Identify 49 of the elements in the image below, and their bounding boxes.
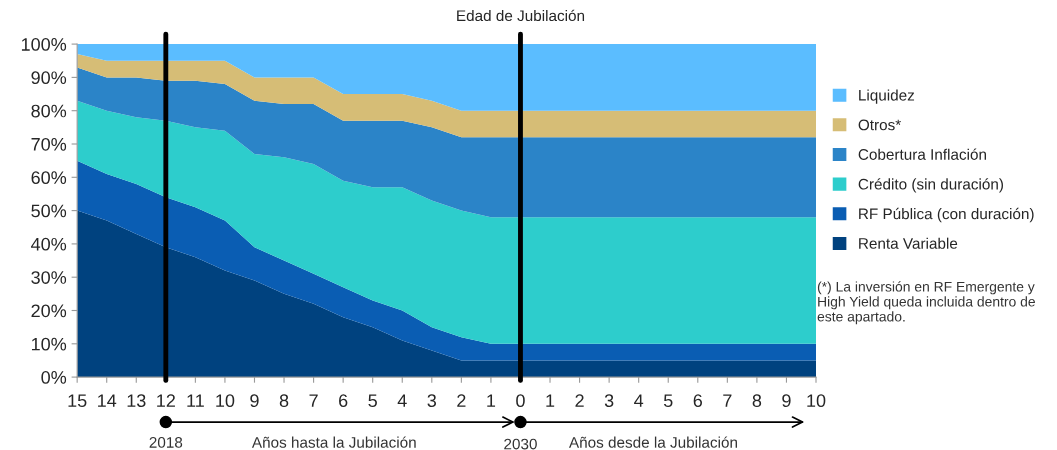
x-tick-label: 2 <box>575 394 584 407</box>
x-tick-label: 9 <box>250 394 259 408</box>
x-tick-label: 2 <box>457 394 466 407</box>
legend-label: Cobertura Inflación <box>858 148 986 160</box>
text: Años hasta la Jubilación <box>251 436 416 448</box>
y-tick-label: 30% <box>31 271 67 284</box>
legend-label: RF Pública (con duración) <box>859 207 1034 223</box>
x-tick-label: 4 <box>634 394 644 407</box>
x-tick-label: 7 <box>309 394 318 407</box>
x-tick-label: 6 <box>693 394 703 408</box>
y-tick-label: 80% <box>31 104 67 118</box>
x-tick-label: 6 <box>339 394 348 408</box>
x-tick-label: 5 <box>663 394 673 408</box>
x-tick-label: 10 <box>807 394 826 408</box>
x-tick-label: 12 <box>157 394 175 407</box>
x-tick-label: 13 <box>127 394 146 408</box>
x-tick-label: 5 <box>368 394 377 408</box>
x-tick-label: 8 <box>752 394 762 408</box>
x-tick-label: 15 <box>68 394 87 408</box>
legend-label: Otros* <box>858 119 901 131</box>
y-tick-label: 100% <box>21 38 67 51</box>
legend-label: Crédito (sin duración) <box>858 178 1003 193</box>
x-tick-label: 3 <box>604 394 614 408</box>
y-tick-label: 70% <box>31 137 67 151</box>
x-tick-label: 8 <box>279 394 289 408</box>
ref-line-label: Edad de Jubilación <box>457 9 585 22</box>
y-tick-label: 10% <box>31 337 67 351</box>
y-tick-label: 40% <box>31 237 67 251</box>
text: (*) La inversión en RF Emergente y High Yield queda incluida dentro de este apartado. <box>817 281 1035 325</box>
x-tick-label: 1 <box>546 394 555 407</box>
legend-label: Renta Variable <box>859 237 958 249</box>
y-tick-label: 20% <box>31 304 67 318</box>
y-tick-label: 60% <box>31 171 67 185</box>
y-tick-label: 50% <box>31 204 67 218</box>
text: 2030 <box>504 438 537 450</box>
text: Años desde la Jubilación <box>568 436 737 448</box>
x-tick-label: 1 <box>487 394 496 407</box>
legend-label: Liquidez <box>859 89 915 104</box>
x-tick-label: 4 <box>397 394 407 407</box>
x-tick-label: 11 <box>187 394 204 407</box>
text: 2018 <box>149 436 183 448</box>
y-tick-label: 90% <box>31 71 67 85</box>
x-tick-label: 3 <box>427 394 437 408</box>
x-tick-label: 14 <box>98 394 117 407</box>
y-tick-label: 0% <box>41 371 67 384</box>
x-tick-label: 9 <box>782 394 791 408</box>
x-tick-label: 0 <box>516 394 525 408</box>
x-tick-label: 7 <box>723 394 732 407</box>
x-tick-label: 10 <box>216 394 235 408</box>
